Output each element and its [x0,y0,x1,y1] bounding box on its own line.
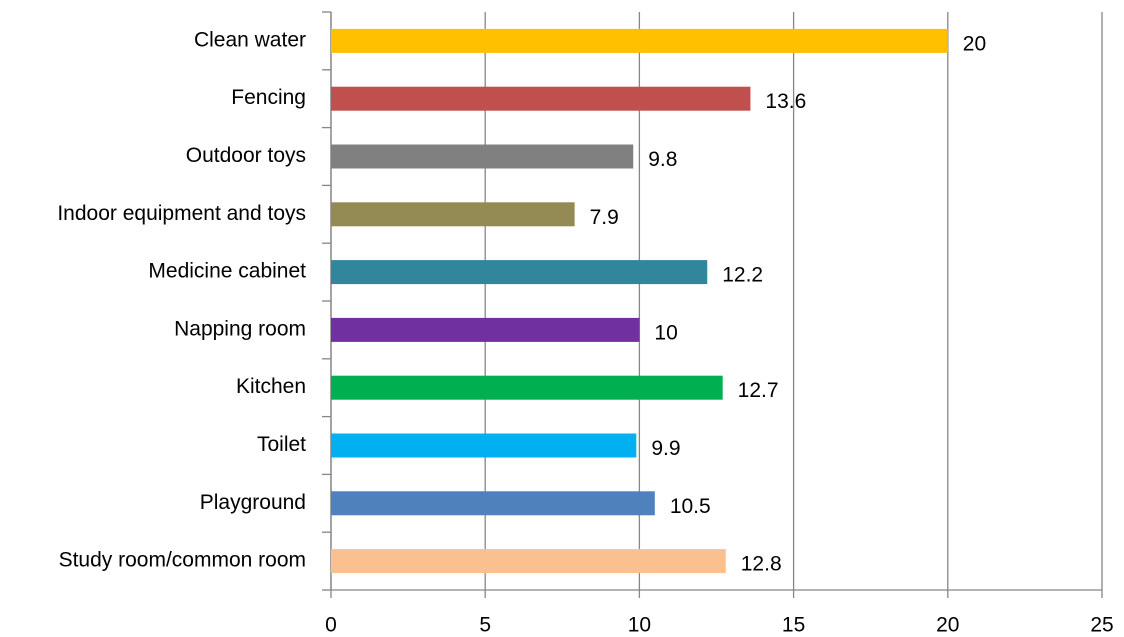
y-tick-label: Kitchen [236,375,306,398]
x-tick-label: 15 [782,614,805,637]
data-label: 12.2 [722,264,763,287]
x-tick-label: 5 [479,614,491,637]
data-label: 12.7 [738,379,779,402]
y-tick-label: Toilet [257,433,306,456]
x-tick-label: 20 [936,614,959,637]
bar [331,202,575,227]
data-label: 12.8 [741,553,782,576]
data-label: 20 [963,32,986,55]
bar [331,28,948,53]
bar [331,317,640,342]
bar [331,433,637,458]
y-tick-label: Fencing [231,86,306,109]
x-tick-label: 10 [628,614,651,637]
data-label: 10.5 [670,495,711,518]
y-tick-label: Study room/common room [59,549,306,572]
bar [331,491,655,516]
data-label: 7.9 [590,206,619,229]
x-tick-label: 25 [1090,614,1113,637]
data-label: 9.9 [651,437,680,460]
y-tick-label: Napping room [174,317,306,340]
data-label: 10 [654,321,677,344]
bar [331,144,634,169]
data-label: 9.8 [648,148,677,171]
data-label: 13.6 [765,90,806,113]
y-tick-label: Playground [200,491,306,514]
bar [331,260,708,285]
y-tick-label: Clean water [194,28,306,51]
x-tick-label: 0 [325,614,337,637]
y-tick-label: Medicine cabinet [148,260,306,283]
bar [331,86,751,111]
bar [331,549,726,574]
bar [331,375,723,400]
y-tick-label: Indoor equipment and toys [57,202,306,225]
y-tick-label: Outdoor toys [186,144,306,167]
